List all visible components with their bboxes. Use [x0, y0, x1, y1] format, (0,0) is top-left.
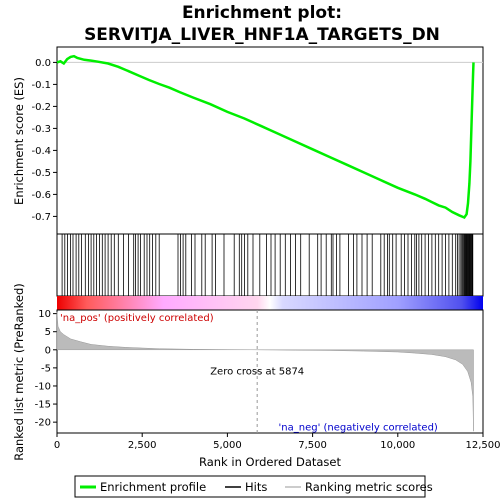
legend-box: [74, 475, 426, 498]
color-bar: [57, 296, 483, 310]
es-tick-label: -0.2: [31, 102, 51, 113]
es-tick-label: -0.6: [31, 190, 51, 201]
es-panel-frame: [56, 46, 484, 235]
neg-correlated-label: 'na_neg' (negatively correlated): [279, 423, 438, 434]
hits-panel: [56, 233, 484, 297]
x-tick-label: 7,500: [298, 440, 327, 451]
pos-correlated-label: 'na_pos' (positively correlated): [60, 313, 214, 324]
es-axis-label: Enrichment score (ES): [12, 77, 26, 205]
metric-axis-ticks: 10 5 0 -5 -10 -15 -20: [35, 309, 57, 429]
rank-color-gradient: [57, 296, 483, 310]
x-tick-label: 10,000: [380, 440, 415, 451]
title-line-1: Enrichment plot:: [182, 3, 342, 23]
hits-panel-frame: [56, 233, 484, 297]
legend-label-hits: Hits: [245, 480, 267, 494]
metric-tick-label: -5: [41, 363, 51, 374]
zero-cross-label: Zero cross at 5874: [210, 367, 304, 378]
title-line-2: SERVITJA_LIVER_HNF1A_TARGETS_DN: [84, 25, 440, 45]
x-axis-ticks: 0 2,500 5,000 7,500 10,000 12,500: [54, 433, 500, 451]
x-tick-label: 0: [54, 440, 60, 451]
hit-markers: [61, 234, 474, 296]
metric-tick-label: 5: [45, 327, 51, 338]
legend-label-enrichment: Enrichment profile: [100, 480, 206, 494]
metric-tick-label: 0: [45, 345, 51, 356]
es-panel: 0.0 -0.1 -0.2 -0.3 -0.4 -0.5 -0.6 -0.7 Enrichme…: [12, 46, 484, 235]
ranking-metric-area: [56, 311, 474, 432]
metric-tick-label: -20: [35, 418, 51, 429]
x-tick-label: 12,500: [466, 440, 500, 451]
x-tick-label: 5,000: [213, 440, 242, 451]
es-tick-label: -0.7: [31, 212, 51, 223]
metric-tick-label: -10: [35, 381, 51, 392]
x-axis-label: Rank in Ordered Dataset: [199, 455, 342, 469]
es-tick-label: -0.5: [31, 168, 51, 179]
x-tick-label: 2,500: [128, 440, 157, 451]
es-tick-label: -0.4: [31, 146, 51, 157]
es-tick-label: -0.3: [31, 124, 51, 135]
enrichment-profile-line: [56, 54, 475, 220]
es-tick-label: -0.1: [31, 80, 51, 91]
legend: Enrichment profile Hits Ranking metric s…: [74, 475, 433, 498]
metric-tick-label: 10: [38, 309, 51, 320]
es-tick-label: 0.0: [35, 58, 51, 69]
metric-axis-label: Ranked list metric (PreRanked): [12, 283, 26, 461]
legend-label-metric: Ranking metric scores: [305, 480, 433, 494]
metric-tick-label: -15: [35, 400, 51, 411]
es-axis-ticks: 0.0 -0.1 -0.2 -0.3 -0.4 -0.5 -0.6 -0.7: [31, 58, 57, 223]
metric-panel-frame: [56, 309, 484, 434]
metric-panel: 10 5 0 -5 -10 -15 -20 'na_pos' (positively cor…: [12, 283, 484, 461]
